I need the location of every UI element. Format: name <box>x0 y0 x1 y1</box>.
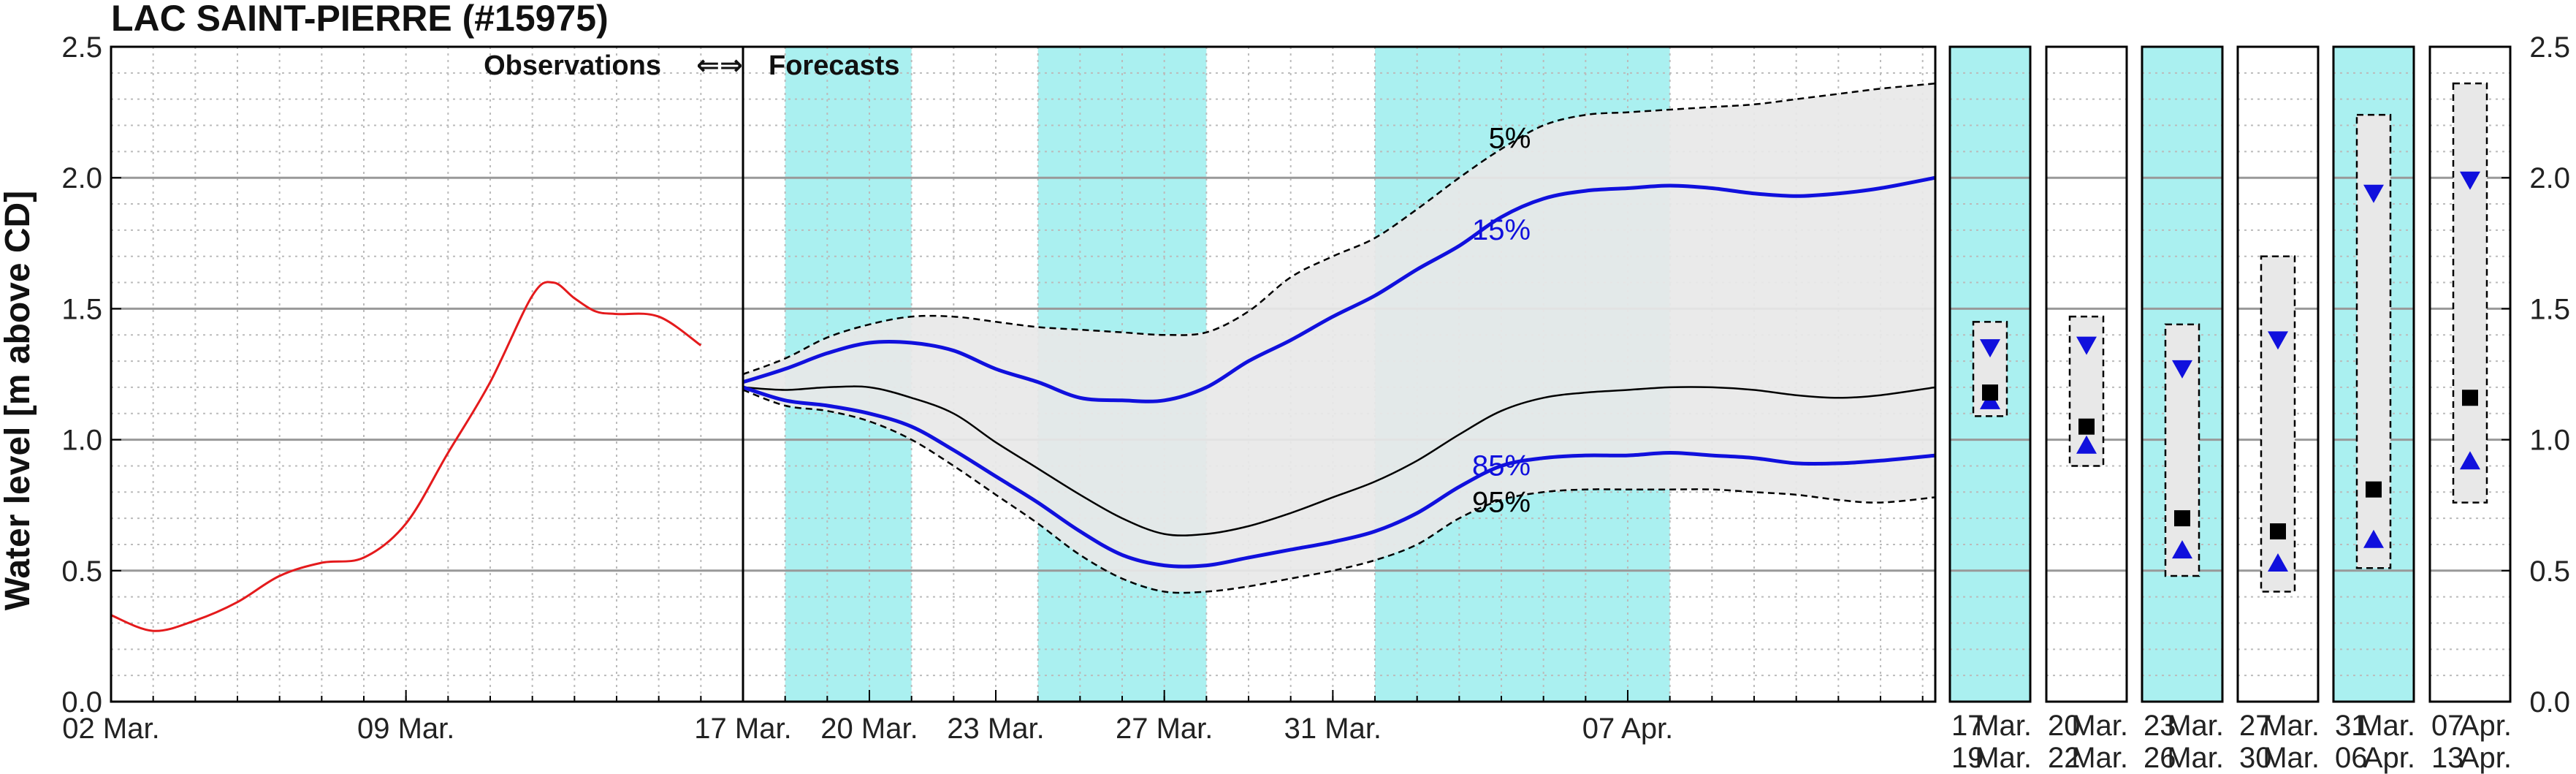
summary-percentile-15-marker <box>2076 336 2097 355</box>
right-y-tick-label: 1.0 <box>2529 425 2570 457</box>
x-tick-label: 02 Mar. <box>62 713 159 745</box>
x-tick-label: 23 Mar. <box>947 713 1044 745</box>
y-tick-label: 2.5 <box>61 31 102 64</box>
right-y-tick-label: 0.5 <box>2529 555 2570 588</box>
summary-percentile-85-marker <box>2363 529 2384 548</box>
chart-title: LAC SAINT-PIERRE (#15975) <box>111 0 609 39</box>
right-y-tick-label: 2.5 <box>2529 31 2570 64</box>
summary-range-box <box>2452 82 2488 504</box>
summary-percentile-15-marker <box>2172 360 2192 379</box>
y-tick-label: 1.5 <box>61 293 102 325</box>
summary-panel-frame <box>2045 45 2128 703</box>
summary-percentile-15-marker <box>2460 171 2480 190</box>
y-tick-label: 0.5 <box>61 555 102 588</box>
observations-line <box>110 281 702 632</box>
summary-period-start-day: 23 <box>2144 710 2176 742</box>
summary-period-start-day: 31 <box>2335 710 2368 742</box>
summary-panel-frame <box>1948 45 2032 703</box>
right-y-tick-label: 2.0 <box>2529 162 2570 194</box>
median-line <box>742 385 1936 536</box>
summary-period-start-month: Apr. <box>2460 710 2512 742</box>
percentile-5-line <box>742 82 1936 376</box>
y-axis-label: Water level [m above CD] <box>0 191 37 610</box>
summary-period-end-month: Mar. <box>2071 742 2128 774</box>
summary-period-end-month: Apr. <box>2460 742 2512 774</box>
summary-percentile-15-marker <box>2363 184 2384 203</box>
summary-period-start-month: Mar. <box>1975 710 2032 742</box>
x-tick-label: 09 Mar. <box>357 713 454 745</box>
summary-median-marker <box>2174 510 2190 527</box>
summary-period-end-month: Mar. <box>2263 742 2320 774</box>
main-plot: 5% 15% 85% 95% 0.0 0.5 1.0 1.5 2.0 2.5 02 Mar. 09 M… <box>61 31 1937 745</box>
percentile-95-line <box>742 389 1936 594</box>
right-y-tick-label: 0.0 <box>2529 686 2570 718</box>
summary-median-marker <box>1982 384 1998 401</box>
curve-label-15pct: 15% <box>1472 214 1531 246</box>
summary-period-start-day: 17 <box>1951 710 1984 742</box>
summary-median-marker <box>2270 523 2286 540</box>
summary-period-end-day: 30 <box>2239 742 2272 774</box>
summary-panel-frame <box>2141 45 2224 703</box>
summary-percentile-85-marker <box>2268 553 2288 572</box>
y-tick-label: 0.0 <box>61 686 102 718</box>
main-plot-frame <box>110 45 1937 703</box>
summary-median-marker <box>2078 418 2095 435</box>
summary-period-end-month: Mar. <box>1975 742 2032 774</box>
summary-period-end-day: 26 <box>2144 742 2176 774</box>
summary-range-box <box>2355 113 2392 569</box>
summary-period-start-month: Mar. <box>2263 710 2320 742</box>
summary-median-marker <box>2366 481 2382 498</box>
summary-percentile-85-marker <box>2076 435 2097 454</box>
right-y-tick-label: 1.5 <box>2529 293 2570 325</box>
percentile-15-line <box>742 175 1936 403</box>
summary-period-end-day: 06 <box>2335 742 2368 774</box>
y-tick-label: 1.0 <box>61 425 102 457</box>
obs-forecast-annotation: Observations ⇐⇒ Forecasts <box>484 50 899 81</box>
summary-period-start-day: 20 <box>2048 710 2081 742</box>
curve-label-85pct: 85% <box>1472 449 1531 482</box>
forecasts-label: Forecasts <box>769 50 900 81</box>
percentile-85-line <box>742 385 1936 569</box>
observations-label: Observations <box>484 50 661 81</box>
x-tick-label: 07 Apr. <box>1582 713 1674 745</box>
summary-period-start-month: Mar. <box>2071 710 2128 742</box>
summary-percentile-85-marker <box>2172 540 2192 559</box>
summary-period-start-day: 07 <box>2431 710 2464 742</box>
curve-label-5pct: 5% <box>1489 122 1531 154</box>
summary-period-end-month: Mar. <box>2167 742 2224 774</box>
summary-percentile-15-marker <box>2268 331 2288 350</box>
summary-period-end-day: 19 <box>1951 742 1984 774</box>
y-tick-label: 2.0 <box>61 162 102 194</box>
summary-period-start-month: Mar. <box>2167 710 2224 742</box>
summary-period-end-day: 22 <box>2048 742 2081 774</box>
uncertainty-band <box>743 83 1935 592</box>
summary-period-end-day: 13 <box>2431 742 2464 774</box>
curve-label-95pct: 95% <box>1472 487 1531 519</box>
x-tick-label: 31 Mar. <box>1284 713 1382 745</box>
summary-panel-frame <box>2236 45 2320 703</box>
summary-panels: 17Mar.19Mar.20Mar.22Mar.23Mar.26Mar.27Ma… <box>1948 31 2570 774</box>
summary-range-box <box>2260 255 2296 593</box>
x-tick-label: 17 Mar. <box>694 713 791 745</box>
summary-panel-frame <box>2332 45 2415 703</box>
obs-forecast-arrows: ⇐⇒ <box>696 50 743 81</box>
x-tick-label: 20 Mar. <box>820 713 918 745</box>
summary-period-start-month: Mar. <box>2358 710 2415 742</box>
x-tick-label: 27 Mar. <box>1116 713 1213 745</box>
summary-period-end-month: Apr. <box>2363 742 2415 774</box>
summary-median-marker <box>2462 390 2478 406</box>
summary-panel-frame <box>2428 45 2512 703</box>
summary-percentile-85-marker <box>2460 451 2480 470</box>
summary-percentile-15-marker <box>1980 339 2000 358</box>
summary-period-start-day: 27 <box>2239 710 2272 742</box>
